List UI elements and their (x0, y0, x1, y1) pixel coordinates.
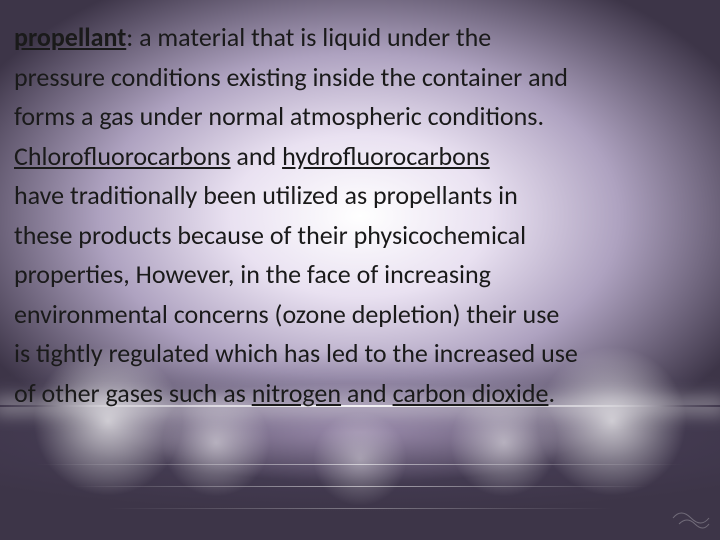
text-span: and (231, 140, 283, 172)
compound-carbon-dioxide: carbon dioxide (393, 377, 549, 409)
text-line: propellant: a material that is liquid un… (14, 18, 698, 58)
slide-text-block: propellant: a material that is liquid un… (0, 0, 720, 413)
text-line: of other gases such as nitrogen and carb… (14, 374, 698, 414)
text-span: a material that is liquid under the (139, 21, 491, 53)
compound-chlorofluorocarbons: Chlorofluorocarbons (14, 140, 231, 172)
text-line: forms a gas under normal atmospheric con… (14, 97, 698, 137)
text-line: Chlorofluorocarbons and hydrofluorocarbo… (14, 137, 698, 177)
text-line: pressure conditions existing inside the … (14, 58, 698, 98)
text-span: . (548, 377, 555, 409)
term-propellant: propellant (14, 21, 126, 53)
text-span: : (126, 21, 139, 53)
text-line: properties, However, in the face of incr… (14, 255, 698, 295)
compound-nitrogen: nitrogen (252, 377, 341, 409)
text-span: of other gases such as (14, 377, 252, 409)
decorative-flourish-icon (670, 504, 712, 532)
text-span: and (341, 377, 393, 409)
text-line: have traditionally been utilized as prop… (14, 176, 698, 216)
reflection-streak (72, 486, 648, 487)
text-line: environmental concerns (ozone depletion)… (14, 295, 698, 335)
compound-hydrofluorocarbons: hydrofluorocarbons (282, 140, 490, 172)
text-line: these products because of their physicoc… (14, 216, 698, 256)
reflection-streak (108, 508, 612, 509)
text-line: is tightly regulated which has led to th… (14, 334, 698, 374)
reflection-streak (36, 464, 684, 465)
